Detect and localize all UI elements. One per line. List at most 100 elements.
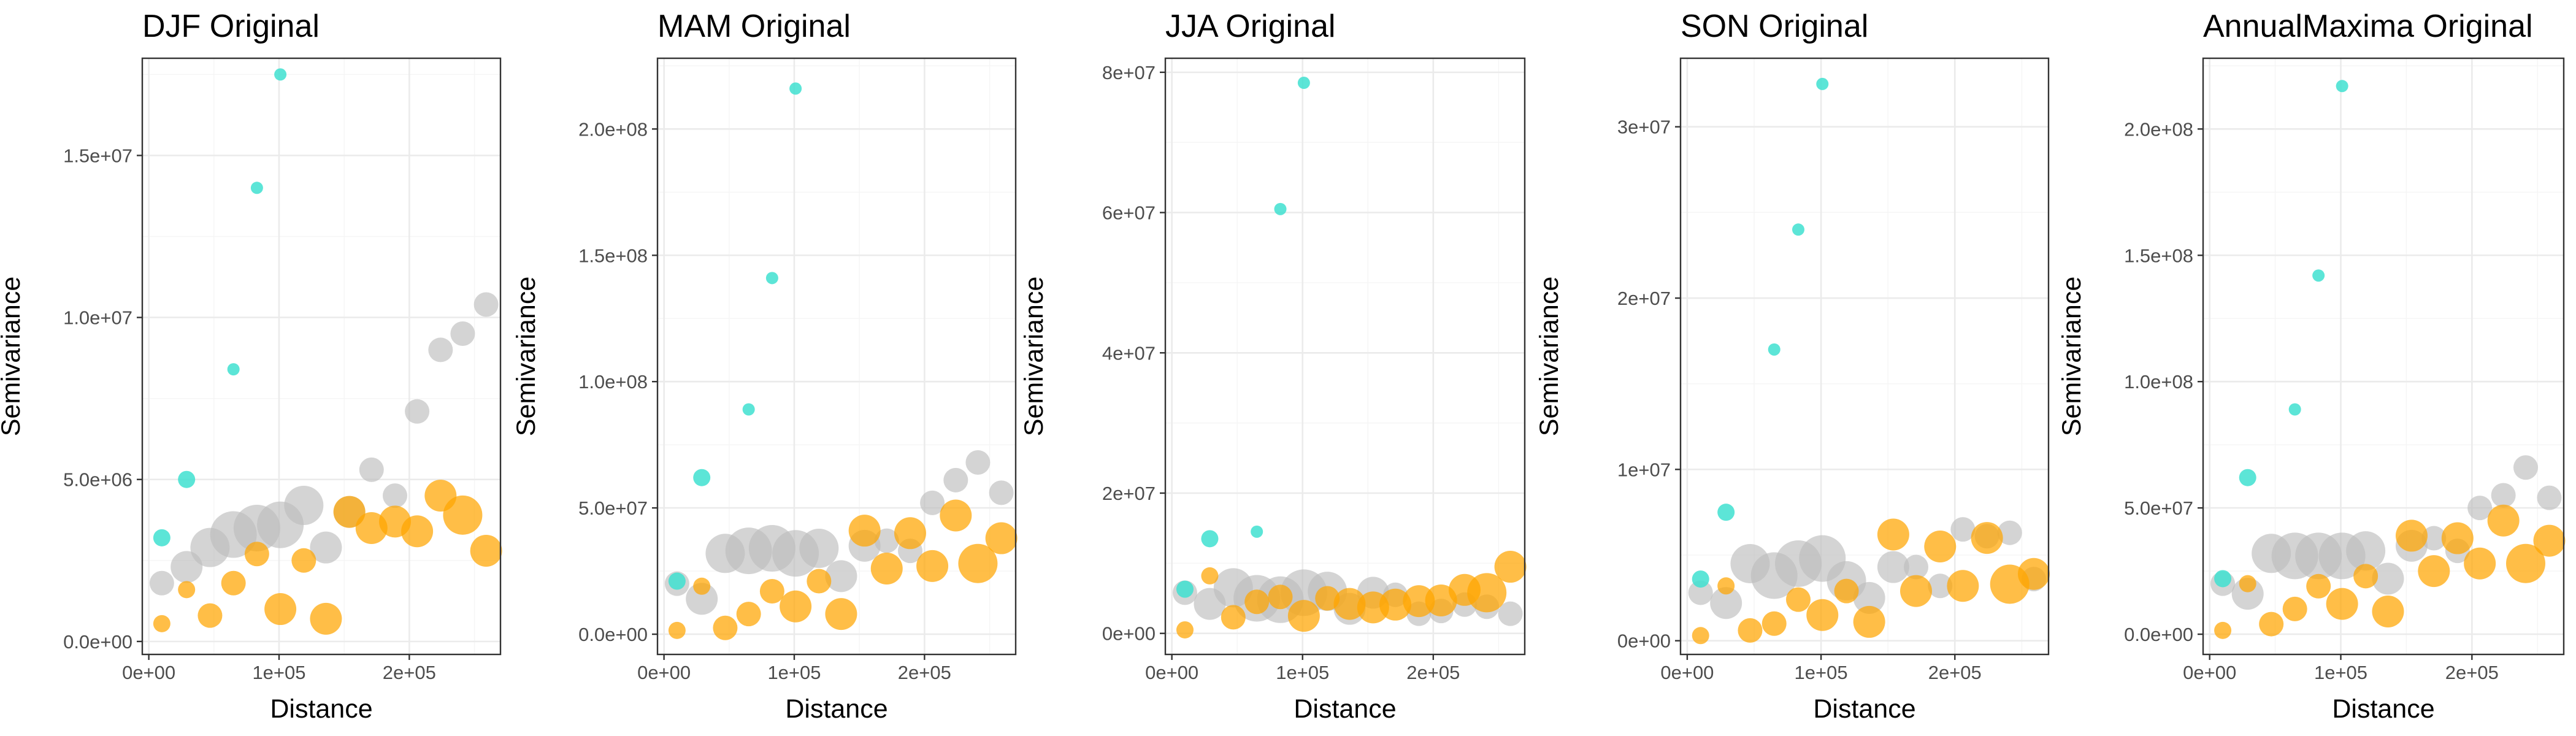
data-point-orange (333, 496, 366, 528)
data-point-orange (1287, 600, 1320, 632)
y-axis-label: Semivariance (1019, 277, 1049, 437)
data-point-grey (149, 570, 174, 596)
x-tick-label: 1e+05 (252, 662, 305, 683)
data-point-orange (1221, 605, 1246, 630)
panel-border (1164, 57, 1526, 656)
data-point-grey (284, 486, 324, 525)
x-axis-label: Distance (1813, 694, 1915, 724)
x-tick-label: 2e+05 (1928, 662, 1982, 683)
data-point-orange (1900, 575, 1932, 607)
data-point-grey (1904, 554, 1928, 580)
data-point-cyan (2312, 269, 2325, 282)
data-point-orange (2018, 558, 2050, 590)
x-axis-label: Distance (785, 694, 887, 724)
data-point-grey (2467, 496, 2493, 521)
data-point-grey (2537, 485, 2562, 510)
data-point-grey (2346, 531, 2386, 571)
data-point-orange (1494, 551, 1527, 583)
data-point-grey (473, 292, 499, 317)
data-point-orange (2487, 504, 2520, 537)
y-tick-label: 6e+07 (1102, 202, 1156, 224)
data-point-grey (405, 399, 430, 424)
x-axis-label: Distance (1294, 694, 1396, 724)
data-point-cyan (1274, 202, 1287, 215)
data-point-orange (825, 598, 857, 631)
y-tick-label: 0.0e+00 (578, 624, 648, 645)
data-point-orange (178, 581, 196, 599)
y-tick-label: 2.0e+08 (578, 118, 648, 140)
x-tick-label: 0e+00 (2183, 662, 2236, 683)
data-point-cyan (2336, 80, 2348, 93)
data-point-orange (713, 615, 738, 640)
data-point-orange (668, 621, 686, 639)
panel-border (1679, 57, 2050, 656)
data-point-grey (1950, 517, 1976, 542)
y-axis-label: Semivariance (512, 277, 541, 437)
data-point-cyan (1692, 570, 1709, 588)
x-tick-label: 0e+00 (1660, 662, 1714, 683)
data-point-grey (2421, 526, 2447, 551)
data-point-grey (1997, 520, 2022, 545)
y-tick-label: 0.0e+00 (2124, 624, 2193, 645)
data-point-cyan (2214, 570, 2232, 588)
data-point-orange (1467, 573, 1507, 613)
chart-title: MAM Original (657, 9, 851, 44)
data-point-orange (1244, 589, 1270, 615)
panel-border (656, 57, 1017, 656)
data-point-cyan (693, 469, 711, 486)
y-tick-label: 5.0e+07 (578, 497, 648, 519)
data-point-orange (1403, 585, 1435, 618)
data-point-cyan (1792, 223, 1804, 236)
y-tick-label: 5.0e+06 (63, 469, 132, 491)
data-point-cyan (274, 68, 287, 81)
data-point-orange (2505, 543, 2545, 583)
data-point-orange (2259, 611, 2284, 637)
data-point-orange (2239, 575, 2256, 592)
chart-title: AnnualMaxima Original (2203, 9, 2533, 44)
y-tick-label: 2e+07 (1617, 288, 1671, 309)
y-tick-label: 8e+07 (1102, 62, 1156, 83)
x-tick-label: 0e+00 (637, 662, 691, 683)
y-tick-label: 5.0e+07 (2124, 497, 2193, 519)
x-tick-label: 1e+05 (767, 662, 821, 683)
chart-panel-5: 0e+00 1e+05 2e+05 0.0e+00 5.0e+07 1.0e+08 1.5e… (2057, 9, 2566, 724)
y-tick-label: 3e+07 (1617, 117, 1671, 138)
data-point-orange (1738, 618, 1763, 643)
y-axis-label: Semivariance (1535, 277, 1564, 437)
chart-title: SON Original (1681, 9, 1868, 44)
data-point-grey (965, 450, 991, 475)
data-point-orange (264, 593, 297, 626)
data-point-cyan (1176, 580, 1194, 598)
x-tick-label: 2e+05 (383, 662, 436, 683)
data-point-orange (2353, 564, 2379, 589)
data-point-cyan (2288, 403, 2301, 416)
data-point-grey (825, 560, 857, 592)
data-point-orange (1176, 621, 1194, 638)
data-point-orange (940, 499, 972, 532)
x-tick-label: 1e+05 (2314, 662, 2367, 683)
data-point-cyan (1816, 77, 1829, 90)
data-point-cyan (1201, 530, 1219, 548)
data-point-orange (1333, 588, 1366, 620)
data-point-orange (2372, 595, 2404, 627)
data-point-orange (401, 515, 434, 548)
chart-title: DJF Original (142, 9, 320, 44)
data-point-orange (1924, 531, 1957, 563)
y-tick-label: 1.0e+07 (63, 307, 132, 329)
data-point-orange (153, 615, 171, 632)
y-tick-label: 0e+00 (1102, 623, 1156, 645)
data-point-cyan (668, 572, 686, 590)
data-point-cyan (227, 363, 240, 376)
data-point-grey (2513, 455, 2538, 480)
data-point-grey (920, 490, 945, 515)
data-point-orange (2418, 555, 2450, 588)
data-point-grey (428, 337, 453, 362)
data-point-grey (2372, 562, 2404, 595)
data-point-orange (2464, 547, 2496, 580)
y-tick-label: 1.5e+08 (578, 245, 648, 266)
data-point-orange (1761, 611, 1787, 636)
data-point-orange (894, 517, 926, 550)
x-tick-label: 2e+05 (898, 662, 951, 683)
data-point-orange (1971, 522, 2003, 554)
x-axis-label: Distance (2332, 694, 2434, 724)
